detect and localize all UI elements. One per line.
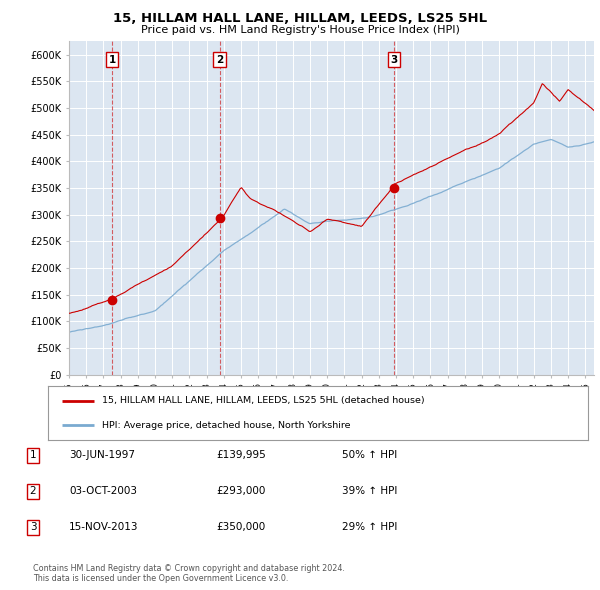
Text: 15, HILLAM HALL LANE, HILLAM, LEEDS, LS25 5HL (detached house): 15, HILLAM HALL LANE, HILLAM, LEEDS, LS2… [102,396,425,405]
Text: 29% ↑ HPI: 29% ↑ HPI [342,523,397,532]
Text: 50% ↑ HPI: 50% ↑ HPI [342,451,397,460]
Text: 2: 2 [216,55,223,65]
Text: Price paid vs. HM Land Registry's House Price Index (HPI): Price paid vs. HM Land Registry's House … [140,25,460,35]
Text: Contains HM Land Registry data © Crown copyright and database right 2024.
This d: Contains HM Land Registry data © Crown c… [33,563,345,583]
Text: 1: 1 [29,451,37,460]
Text: £350,000: £350,000 [216,523,265,532]
Text: 15, HILLAM HALL LANE, HILLAM, LEEDS, LS25 5HL: 15, HILLAM HALL LANE, HILLAM, LEEDS, LS2… [113,12,487,25]
Text: HPI: Average price, detached house, North Yorkshire: HPI: Average price, detached house, Nort… [102,421,350,430]
Text: £293,000: £293,000 [216,487,265,496]
Text: 39% ↑ HPI: 39% ↑ HPI [342,487,397,496]
Text: 1: 1 [109,55,116,65]
Text: 3: 3 [29,523,37,532]
Text: 15-NOV-2013: 15-NOV-2013 [69,523,139,532]
Text: 2: 2 [29,487,37,496]
Text: 30-JUN-1997: 30-JUN-1997 [69,451,135,460]
Text: 03-OCT-2003: 03-OCT-2003 [69,487,137,496]
Text: 3: 3 [390,55,398,65]
Text: £139,995: £139,995 [216,451,266,460]
